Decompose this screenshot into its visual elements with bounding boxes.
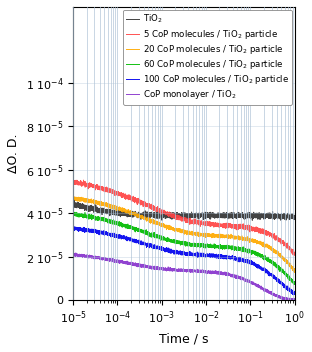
5 CoP molecules / TiO$_2$ particle bbox=[293, 252, 297, 256]
5 CoP molecules / TiO$_2$ particle bbox=[71, 179, 75, 183]
100 CoP molecules / TiO$_2$ particle bbox=[232, 254, 236, 259]
100 CoP molecules / TiO$_2$ particle bbox=[166, 246, 170, 250]
100 CoP molecules / TiO$_2$ particle bbox=[177, 250, 180, 254]
TiO$_2$ bbox=[293, 214, 297, 218]
20 CoP molecules / TiO$_2$ particle bbox=[293, 270, 297, 274]
20 CoP molecules / TiO$_2$ particle bbox=[164, 224, 168, 228]
TiO$_2$ bbox=[286, 214, 290, 219]
Line: CoP monolayer / TiO$_2$: CoP monolayer / TiO$_2$ bbox=[73, 253, 295, 301]
100 CoP molecules / TiO$_2$ particle bbox=[72, 225, 76, 229]
TiO$_2$ bbox=[177, 214, 180, 218]
20 CoP molecules / TiO$_2$ particle bbox=[232, 235, 236, 240]
20 CoP molecules / TiO$_2$ particle bbox=[275, 250, 279, 254]
Line: 20 CoP molecules / TiO$_2$ particle: 20 CoP molecules / TiO$_2$ particle bbox=[73, 197, 295, 272]
100 CoP molecules / TiO$_2$ particle bbox=[292, 293, 296, 297]
100 CoP molecules / TiO$_2$ particle bbox=[275, 278, 279, 283]
60 CoP molecules / TiO$_2$ particle bbox=[166, 238, 170, 242]
CoP monolayer / TiO$_2$ bbox=[166, 266, 170, 271]
TiO$_2$ bbox=[71, 202, 75, 206]
Line: 60 CoP molecules / TiO$_2$ particle: 60 CoP molecules / TiO$_2$ particle bbox=[73, 212, 295, 284]
20 CoP molecules / TiO$_2$ particle bbox=[286, 259, 290, 264]
20 CoP molecules / TiO$_2$ particle bbox=[72, 195, 76, 199]
60 CoP molecules / TiO$_2$ particle bbox=[293, 282, 297, 287]
TiO$_2$ bbox=[166, 212, 170, 216]
CoP monolayer / TiO$_2$ bbox=[177, 269, 180, 274]
60 CoP molecules / TiO$_2$ particle bbox=[292, 282, 296, 287]
CoP monolayer / TiO$_2$ bbox=[71, 253, 75, 257]
CoP monolayer / TiO$_2$ bbox=[293, 298, 297, 302]
X-axis label: Time / s: Time / s bbox=[159, 332, 209, 345]
CoP monolayer / TiO$_2$ bbox=[232, 274, 236, 278]
5 CoP molecules / TiO$_2$ particle bbox=[177, 214, 180, 218]
5 CoP molecules / TiO$_2$ particle bbox=[164, 212, 168, 216]
20 CoP molecules / TiO$_2$ particle bbox=[293, 270, 296, 275]
20 CoP molecules / TiO$_2$ particle bbox=[71, 197, 75, 201]
TiO$_2$ bbox=[72, 198, 76, 202]
5 CoP molecules / TiO$_2$ particle bbox=[82, 178, 85, 182]
TiO$_2$ bbox=[164, 214, 168, 218]
Line: 100 CoP molecules / TiO$_2$ particle: 100 CoP molecules / TiO$_2$ particle bbox=[73, 227, 295, 295]
TiO$_2$ bbox=[275, 214, 279, 218]
100 CoP molecules / TiO$_2$ particle bbox=[286, 288, 290, 293]
5 CoP molecules / TiO$_2$ particle bbox=[232, 224, 236, 228]
5 CoP molecules / TiO$_2$ particle bbox=[286, 245, 290, 250]
Y-axis label: ΔO. D.: ΔO. D. bbox=[7, 134, 20, 173]
CoP monolayer / TiO$_2$ bbox=[74, 251, 78, 255]
60 CoP molecules / TiO$_2$ particle bbox=[275, 266, 279, 270]
Legend: TiO$_2$, 5 CoP molecules / TiO$_2$ particle, 20 CoP molecules / TiO$_2$ particle: TiO$_2$, 5 CoP molecules / TiO$_2$ parti… bbox=[123, 10, 292, 105]
CoP monolayer / TiO$_2$ bbox=[164, 267, 168, 271]
CoP monolayer / TiO$_2$ bbox=[286, 298, 290, 302]
Line: 5 CoP molecules / TiO$_2$ particle: 5 CoP molecules / TiO$_2$ particle bbox=[73, 180, 295, 255]
5 CoP molecules / TiO$_2$ particle bbox=[275, 235, 279, 239]
60 CoP molecules / TiO$_2$ particle bbox=[71, 211, 75, 215]
100 CoP molecules / TiO$_2$ particle bbox=[164, 248, 168, 252]
60 CoP molecules / TiO$_2$ particle bbox=[164, 236, 168, 240]
CoP monolayer / TiO$_2$ bbox=[291, 299, 295, 303]
100 CoP molecules / TiO$_2$ particle bbox=[293, 289, 297, 294]
CoP monolayer / TiO$_2$ bbox=[275, 294, 279, 298]
60 CoP molecules / TiO$_2$ particle bbox=[232, 245, 236, 250]
20 CoP molecules / TiO$_2$ particle bbox=[177, 226, 180, 231]
5 CoP molecules / TiO$_2$ particle bbox=[166, 212, 170, 216]
5 CoP molecules / TiO$_2$ particle bbox=[293, 253, 296, 257]
60 CoP molecules / TiO$_2$ particle bbox=[74, 210, 78, 214]
60 CoP molecules / TiO$_2$ particle bbox=[286, 274, 290, 278]
TiO$_2$ bbox=[232, 213, 236, 217]
TiO$_2$ bbox=[251, 218, 254, 222]
100 CoP molecules / TiO$_2$ particle bbox=[71, 226, 75, 231]
Line: TiO$_2$: TiO$_2$ bbox=[73, 200, 295, 220]
20 CoP molecules / TiO$_2$ particle bbox=[166, 224, 170, 228]
60 CoP molecules / TiO$_2$ particle bbox=[177, 240, 180, 244]
